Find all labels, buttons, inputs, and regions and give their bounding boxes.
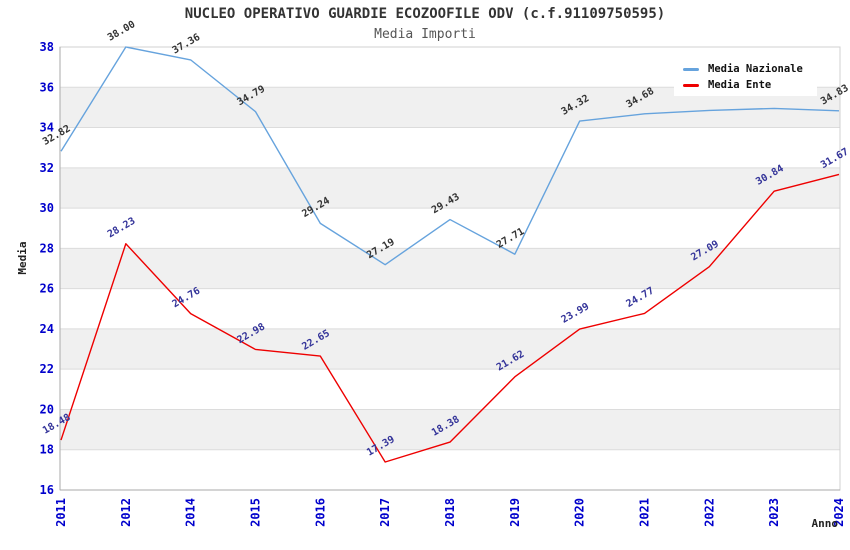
chart-title: NUCLEO OPERATIVO GUARDIE ECOZOOFILE ODV … <box>184 6 666 22</box>
grid-band <box>60 328 840 370</box>
x-tick-label: 2016 <box>313 498 327 527</box>
x-tick-label: 2021 <box>638 498 652 527</box>
legend-label: Media Ente <box>708 79 772 91</box>
data-label-media-ente: 28.23 <box>106 216 138 241</box>
data-label-media-ente: 23.99 <box>560 301 592 326</box>
y-tick-label: 22 <box>40 362 54 376</box>
y-tick-label: 18 <box>40 443 54 457</box>
x-tick-label: 2017 <box>378 498 392 527</box>
y-tick-label: 16 <box>40 483 54 497</box>
y-tick-label: 34 <box>40 121 54 135</box>
legend-item-media-nazionale: Media Nazionale <box>683 63 817 75</box>
x-tick-label: 2024 <box>832 498 846 527</box>
data-label-media-nazionale: 27.71 <box>495 226 527 251</box>
x-tick-label: 2023 <box>767 498 781 527</box>
x-tick-label: 2015 <box>249 498 263 527</box>
grid-band <box>60 167 840 209</box>
grid-band <box>60 248 840 289</box>
x-tick-label: 2020 <box>573 498 587 527</box>
grid-band <box>60 409 840 450</box>
media-nazionale-line-icon <box>683 67 699 71</box>
series-line-media-nazionale <box>60 46 840 266</box>
y-tick-label: 20 <box>40 402 54 416</box>
y-tick-label: 30 <box>40 201 54 215</box>
y-tick-label: 32 <box>40 161 54 175</box>
legend-item-media-ente: Media Ente <box>683 79 817 91</box>
legend-label: Media Nazionale <box>708 63 803 75</box>
y-tick-label: 24 <box>40 322 54 336</box>
chart-subtitle: Media Importi <box>374 27 476 42</box>
data-label-media-ente: 24.76 <box>171 286 203 311</box>
legend: Media Nazionale Media Ente <box>674 59 817 96</box>
y-tick-label: 36 <box>40 80 54 94</box>
y-tick-label: 38 <box>40 40 54 54</box>
media-ente-line-icon <box>683 83 699 87</box>
x-axis-title: Anno <box>812 517 839 530</box>
x-tick-label: 2022 <box>702 498 716 527</box>
y-axis-title: Media <box>16 241 29 274</box>
data-label-media-nazionale: 37.36 <box>171 32 203 57</box>
y-tick-label: 28 <box>40 241 54 255</box>
x-tick-label: 2012 <box>119 498 133 527</box>
data-label-media-nazionale: 38.00 <box>106 19 138 44</box>
x-tick-label: 2019 <box>508 498 522 527</box>
x-tick-label: 2011 <box>54 498 68 527</box>
x-tick-label: 2014 <box>184 498 198 527</box>
x-tick-label: 2018 <box>443 498 457 527</box>
series-line-media-ente <box>60 173 840 463</box>
y-tick-label: 26 <box>40 282 54 296</box>
